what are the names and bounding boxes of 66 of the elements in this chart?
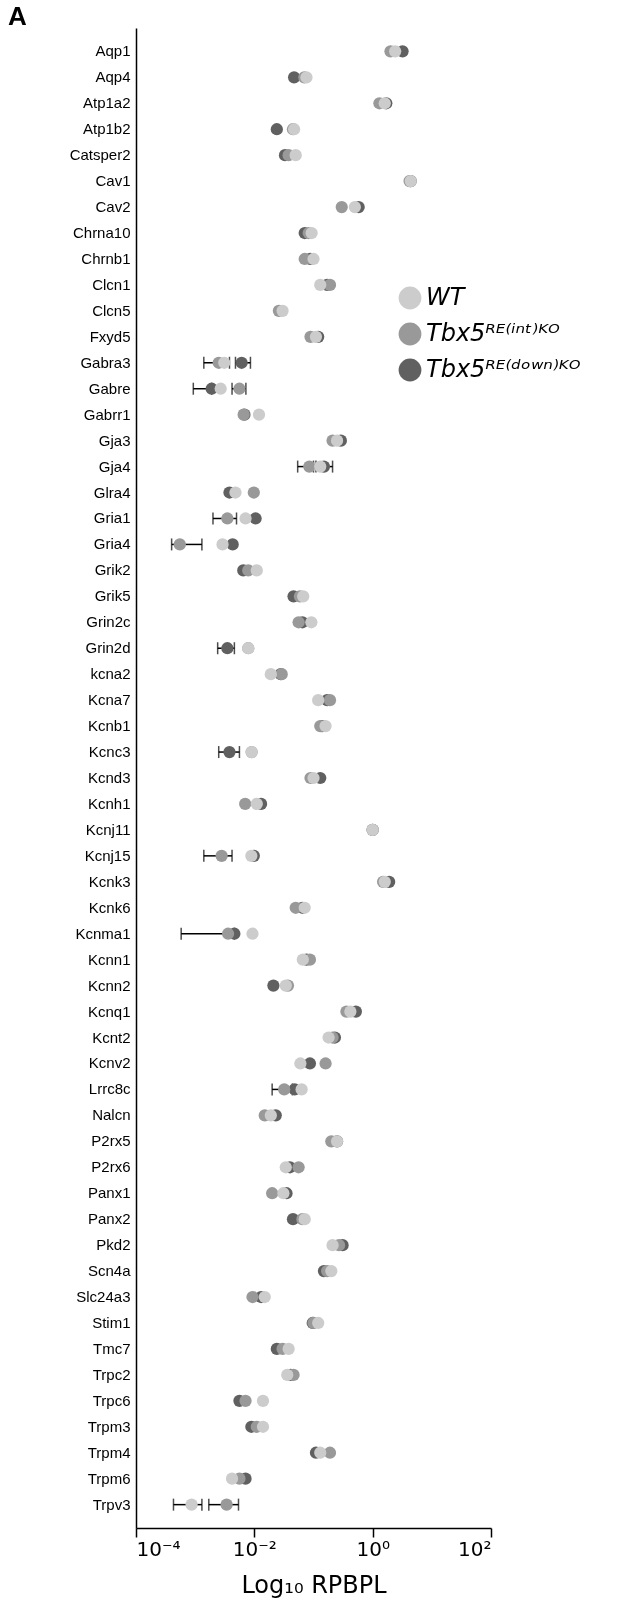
y-tick-label: P2rx5 [91,1132,131,1150]
y-tick-label: Kcnn2 [87,976,131,994]
y-tick-label: Lrrc8c [88,1080,131,1098]
x-tick-label: 10⁻² [232,1536,277,1561]
y-tick-label: Grin2c [86,613,131,631]
x-tick-label: 10⁰ [356,1536,390,1561]
y-tick-label: Pkd2 [96,1236,131,1254]
y-tick-label: Gria1 [93,509,131,527]
y-tick-label: Trpm6 [87,1469,131,1487]
y-tick-label: Clcn5 [92,301,131,319]
y-tick-label: Atp1b2 [82,120,131,138]
y-tick-label: Kcnj15 [84,846,131,864]
legend-label: Tbx5ᴿᴱ⁽ᵈᵒʷⁿ⁾ᴷᴼ [426,355,581,383]
y-tick-label: Aqp1 [95,42,131,60]
y-tick-label: Scn4a [87,1262,132,1280]
y-tick-label: Gja4 [98,457,131,475]
y-tick-label: Kcnv2 [88,1054,131,1072]
y-tick-label: Panx2 [87,1210,131,1228]
y-tick-label: Gria4 [93,535,131,553]
y-tick-label: Nalcn [92,1106,131,1124]
y-tick-label: Catsper2 [69,146,131,164]
y-tick-label: Slc24a3 [76,1288,131,1306]
y-tick-label: Fxyd5 [89,327,131,345]
y-tick-label: Chrna10 [72,224,131,242]
y-tick-label: Cav1 [95,172,131,190]
x-tick-label: 10⁻⁴ [136,1536,181,1561]
y-tick-label: Trpc6 [92,1391,131,1409]
y-tick-label: Kcnc3 [88,743,131,761]
y-tick-label: Atp1a2 [82,94,131,112]
y-tick-label: Kcnt2 [92,1028,131,1046]
legend-label: WT [426,283,467,311]
chart-title: A [8,1,27,31]
x-tick-label: 10² [458,1536,492,1561]
y-tick-label: Grin2d [85,639,131,657]
y-tick-label: Kcnj11 [85,820,131,838]
y-tick-label: Grik5 [94,587,131,605]
y-tick-label: Gabra3 [80,353,131,371]
y-tick-label: Trpc2 [92,1365,131,1383]
y-tick-label: kcna2 [90,665,131,683]
y-tick-label: Kcnq1 [87,1002,131,1020]
y-tick-label: Glra4 [93,483,131,501]
y-tick-label: Kcnk3 [88,872,131,890]
y-tick-label: Kcnk6 [88,898,131,916]
y-tick-label: Trpm3 [87,1417,131,1435]
y-tick-label: Gabrr1 [83,405,131,423]
y-tick-label: Kcnb1 [87,717,131,735]
y-tick-label: Kcnn1 [87,950,131,968]
y-tick-label: Grik2 [94,561,131,579]
x-axis-title: Log₁₀ RPBPL [241,1570,388,1599]
y-tick-label: Clcn1 [92,275,131,293]
y-tick-label: Stim1 [92,1313,131,1331]
legend-label: Tbx5ᴿᴱ⁽ⁱⁿᵗ⁾ᴷᴼ [426,319,561,347]
y-tick-label: Cav2 [95,198,131,216]
y-tick-label: Aqp4 [95,68,131,86]
y-tick-label: Trpv3 [92,1495,131,1513]
y-tick-label: Gja3 [98,431,131,449]
y-tick-label: Chrnb1 [81,249,131,267]
y-tick-label: Kcnd3 [87,769,131,786]
y-tick-label: Kcnh1 [87,794,131,812]
y-tick-label: Trpm4 [87,1443,131,1461]
y-tick-label: P2rx6 [91,1158,131,1176]
y-tick-label: Panx1 [87,1184,131,1202]
y-tick-label: Gabre [88,379,131,397]
y-tick-label: Kcna7 [87,691,131,709]
y-tick-label: Kcnma1 [75,924,131,942]
y-tick-label: Tmc7 [93,1339,131,1357]
